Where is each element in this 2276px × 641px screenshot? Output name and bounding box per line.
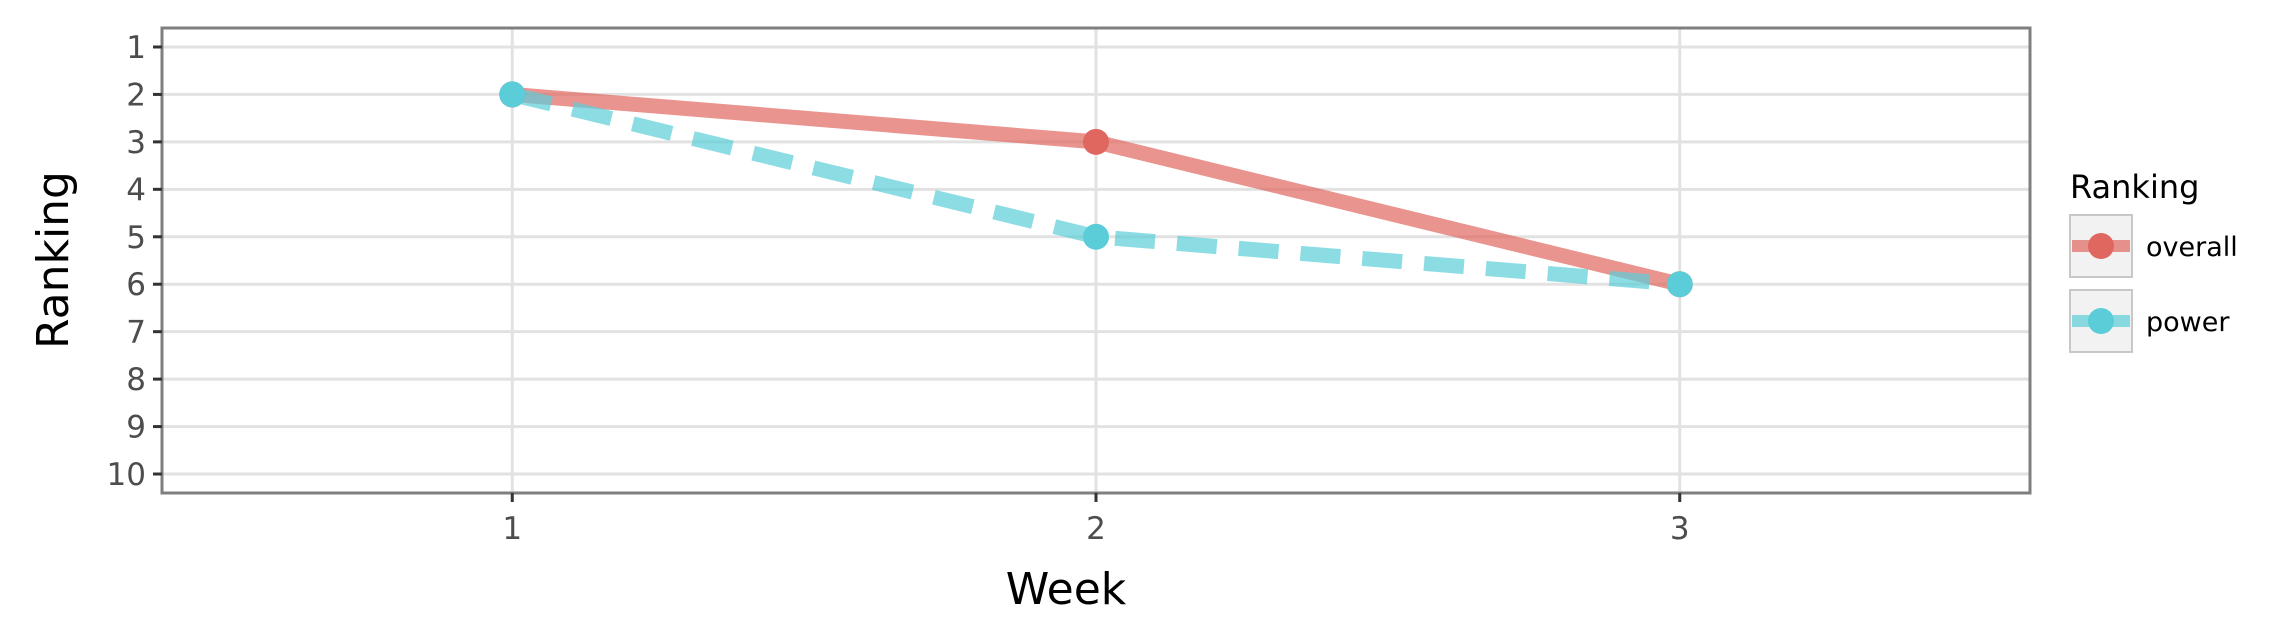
y-axis-title: Ranking: [28, 171, 79, 349]
vertical-gridlines: [510, 28, 1682, 493]
y-tick-label-4: 4: [126, 172, 146, 208]
legend: Ranking overall power: [2069, 168, 2238, 353]
data-point-overall-week-2: [1083, 128, 1109, 155]
legend-marker-power: [2088, 308, 2114, 334]
y-tick-label-9: 9: [126, 410, 146, 446]
y-tick-label-10: 10: [107, 457, 146, 493]
legend-items: overall power: [2069, 214, 2238, 353]
series-line-power: [510, 87, 1681, 292]
x-axis: 1 2 3: [502, 493, 1690, 547]
data-point-power-week-3: [1666, 271, 1693, 298]
y-tick-label-3: 3: [126, 125, 146, 161]
legend-marker-overall: [2088, 233, 2114, 259]
y-tick-label-2: 2: [126, 77, 146, 113]
series-layer: [499, 81, 1693, 298]
data-point-power-week-2: [1083, 223, 1109, 250]
legend-label-power: power: [2146, 307, 2230, 338]
x-axis-title: Week: [1006, 564, 1127, 615]
y-tick-label-8: 8: [126, 362, 146, 398]
x-tick-label-1: 1: [502, 511, 522, 547]
x-tick-label-3: 3: [1670, 511, 1690, 547]
y-axis: 1 2 3 4 5 6 7 8 9 10: [107, 30, 162, 493]
legend-label-overall: overall: [2146, 232, 2238, 263]
y-tick-label-7: 7: [126, 315, 146, 351]
data-point-power-week-1: [499, 81, 526, 108]
x-tick-label-2: 2: [1086, 511, 1106, 547]
y-tick-label-1: 1: [126, 30, 146, 66]
y-tick-label-5: 5: [126, 220, 146, 256]
legend-title: Ranking: [2070, 168, 2199, 206]
y-tick-label-6: 6: [126, 267, 146, 303]
